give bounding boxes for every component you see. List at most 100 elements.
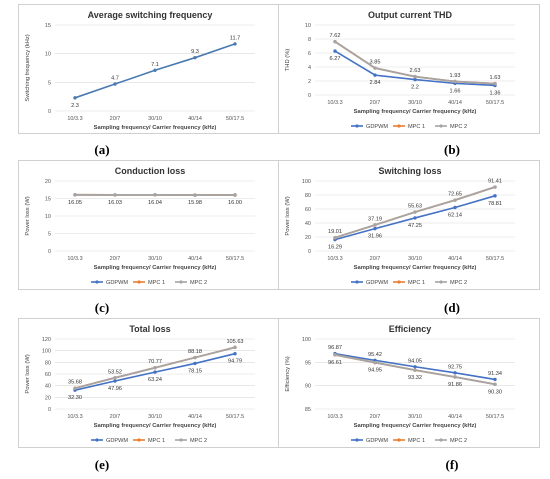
legend-label: GDPWM (106, 280, 128, 286)
data-label: 7.62 (330, 33, 341, 39)
legend-marker (397, 280, 401, 284)
data-label: 94.79 (228, 359, 242, 365)
legend-item: MPC 2 (175, 438, 207, 444)
data-label: 1.93 (450, 73, 461, 79)
y-tick-label: 0 (308, 249, 311, 255)
x-axis-label: Sampling frequency/ Carrier frequency (k… (94, 423, 217, 429)
data-point (193, 355, 197, 360)
y-axis-label: Efficiency (%) (285, 356, 291, 391)
data-point (493, 185, 497, 189)
y-tick-label: 80 (45, 360, 51, 366)
x-tick-label: 40/14 (448, 256, 462, 262)
y-axis-label: Power loss (W) (25, 196, 31, 235)
data-label: 7.1 (151, 62, 159, 68)
data-point (233, 193, 237, 197)
data-label: 11.7 (230, 35, 240, 41)
data-label: 78.81 (488, 201, 502, 207)
legend-label: MPC 1 (408, 124, 425, 130)
data-label: 16.29 (328, 245, 342, 251)
data-label: 70.77 (148, 359, 162, 365)
data-label: 96.61 (328, 360, 342, 366)
legend-item: GDPWM (91, 438, 128, 444)
x-axis-label: Sampling frequency/ Carrier frequency (k… (94, 125, 217, 131)
y-tick-label: 15 (45, 197, 51, 203)
data-point (493, 194, 497, 198)
y-tick-label: 0 (308, 93, 311, 99)
legend-item: MPC 1 (393, 280, 425, 286)
x-tick-label: 10/3.3 (327, 256, 342, 262)
legend-marker (397, 124, 401, 128)
data-point (453, 198, 457, 202)
data-label: 3.85 (370, 60, 381, 66)
chart-svg: Total loss 0 20 40 60 80 100 120 10/3.3 20/7 30/10… (25, 324, 255, 444)
y-tick-label: 20 (45, 395, 51, 401)
x-axis-label: Sampling frequency/ Carrier frequency (k… (94, 265, 217, 271)
data-point (73, 96, 77, 100)
legend-item: MPC 2 (435, 438, 467, 444)
x-tick-label: 50/17.5 (486, 256, 504, 262)
data-point (113, 379, 117, 383)
x-axis-label: Sampling frequency/ Carrier frequency (k… (354, 265, 477, 271)
data-label: 55.63 (408, 204, 422, 210)
data-point (453, 79, 457, 84)
data-label: 92.75 (448, 364, 462, 370)
x-tick-label: 50/17.5 (226, 256, 244, 262)
chart-panel-d: Switching loss 0 20 40 60 80 100 10/3.3 20/7 30/1… (278, 160, 540, 290)
data-point (73, 386, 77, 390)
data-label: 94.95 (368, 368, 382, 374)
chart-panel-f: Efficiency 85 90 95 100 10/3.3 20/7 30/10 40/14 5… (278, 318, 540, 448)
data-point (413, 368, 417, 372)
chart-title: Total loss (129, 324, 170, 334)
x-tick-label: 30/10 (148, 256, 162, 262)
legend-label: MPC 2 (450, 438, 467, 444)
panel-caption: (e) (94, 457, 110, 472)
x-tick-label: 10/3.3 (67, 116, 82, 122)
legend-item: GDPWM (351, 438, 388, 444)
data-point (73, 193, 77, 197)
legend-item: MPC 1 (133, 280, 165, 286)
legend-label: MPC 1 (148, 280, 165, 286)
data-label: 47.96 (108, 386, 122, 392)
y-tick-label: 0 (48, 109, 51, 115)
y-tick-label: 10 (45, 214, 51, 220)
x-tick-label: 30/10 (148, 116, 162, 122)
data-point (413, 365, 417, 369)
data-point (413, 210, 417, 214)
data-point (193, 55, 197, 60)
data-point (493, 377, 497, 382)
legend-marker (355, 280, 359, 284)
chart-svg: Average switching frequency 0 5 10 15 10/3.3 2… (25, 10, 255, 131)
data-point (413, 77, 417, 82)
y-tick-label: 5 (48, 232, 51, 238)
data-label: 91.41 (488, 179, 502, 185)
data-label: 2.3 (71, 103, 79, 109)
data-label: 2.63 (410, 68, 421, 74)
legend-item: MPC 2 (175, 280, 207, 286)
legend-marker (95, 438, 99, 442)
x-tick-label: 40/14 (188, 414, 202, 420)
panel-caption: (c) (94, 300, 110, 315)
y-tick-label: 60 (305, 207, 311, 213)
data-label: 9.3 (191, 49, 199, 55)
legend-item: MPC 2 (435, 280, 467, 286)
legend-marker (137, 280, 141, 284)
panel-caption: (b) (444, 142, 460, 157)
panel-caption: (f) (445, 457, 459, 472)
legend-label: MPC 2 (190, 438, 207, 444)
y-tick-label: 90 (305, 384, 311, 390)
data-label: 16.04 (148, 200, 162, 206)
y-axis-label: THD (%) (285, 49, 291, 72)
y-tick-label: 4 (308, 65, 311, 71)
data-label: 15.98 (188, 200, 202, 206)
y-axis-label: Power loss (W) (25, 354, 31, 393)
data-point (373, 66, 377, 70)
data-label: 91.86 (448, 382, 462, 388)
data-label: 72.65 (448, 192, 462, 198)
x-tick-label: 10/3.3 (327, 100, 342, 106)
x-tick-label: 30/10 (408, 256, 422, 262)
x-tick-label: 40/14 (448, 414, 462, 420)
x-tick-label: 10/3.3 (327, 414, 342, 420)
data-label: 1.63 (490, 75, 501, 81)
data-label: 53.52 (108, 369, 122, 375)
legend-label: MPC 1 (408, 280, 425, 286)
